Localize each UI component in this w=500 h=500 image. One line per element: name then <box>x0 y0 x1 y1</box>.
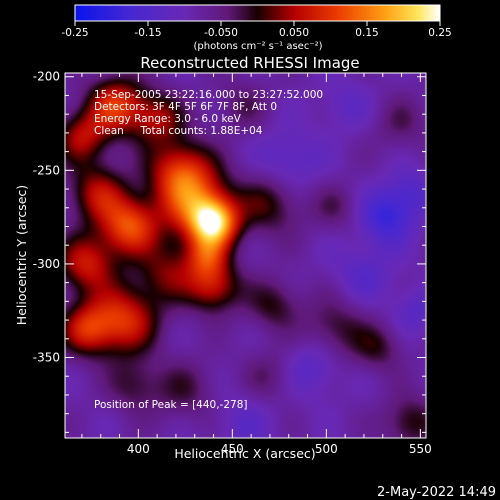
colorbar-tick-label: 0.15 <box>355 27 378 39</box>
colorbar-tick-label: -0.15 <box>134 27 161 39</box>
colorbar-tick-label: -0.25 <box>61 27 88 39</box>
colorbar-unit-label: (photons cm⁻² s⁻¹ asec⁻²) <box>193 41 322 52</box>
y-tick-label: -250 <box>33 163 60 177</box>
heatmap-image <box>65 73 426 438</box>
x-tick-label: 500 <box>315 442 338 456</box>
footer-date: 2-May-2022 14:49 <box>377 485 496 500</box>
colorbar-tick-label: 0.050 <box>279 27 309 39</box>
info-detectors: Detectors: 3F 4F 5F 6F 7F 8F, Att 0 <box>94 101 277 113</box>
plot-frame <box>64 72 427 439</box>
colorbar-gradient <box>75 5 440 21</box>
axis-tick-labels: 400 450 500 550 -200 -250 -300 -350 <box>33 70 432 456</box>
x-tick-label: 400 <box>127 442 150 456</box>
y-tick-label: -200 <box>33 70 60 84</box>
info-time-range: 15-Sep-2005 23:22:16.000 to 23:27:52.000 <box>94 89 323 101</box>
colorbar-tick-labels: -0.25 -0.15 -0.050 0.050 0.15 0.25 <box>61 27 451 39</box>
info-clean-counts: Clean Total counts: 1.88E+04 <box>94 125 263 137</box>
colorbar-tick-label: -0.050 <box>204 27 238 39</box>
colorbar-ticks <box>74 21 441 26</box>
peak-position-label: Position of Peak = [440,-278] <box>94 399 248 411</box>
axis-ticks <box>65 73 426 438</box>
y-tick-label: -350 <box>33 351 60 365</box>
y-axis-label: Heliocentric Y (arcsec) <box>14 185 29 325</box>
colorbar-tick-label: 0.25 <box>428 27 451 39</box>
x-axis-label: Heliocentric X (arcsec) <box>174 446 315 461</box>
info-block: 15-Sep-2005 23:22:16.000 to 23:27:52.000… <box>94 89 323 137</box>
info-energy-range: Energy Range: 3.0 - 6.0 keV <box>94 113 242 125</box>
y-tick-label: -300 <box>33 257 60 271</box>
x-tick-label: 550 <box>409 442 432 456</box>
x-tick-label: 450 <box>221 442 244 456</box>
chart-title: Reconstructed RHESSI Image <box>140 54 359 72</box>
colorbar-frame <box>74 4 441 22</box>
